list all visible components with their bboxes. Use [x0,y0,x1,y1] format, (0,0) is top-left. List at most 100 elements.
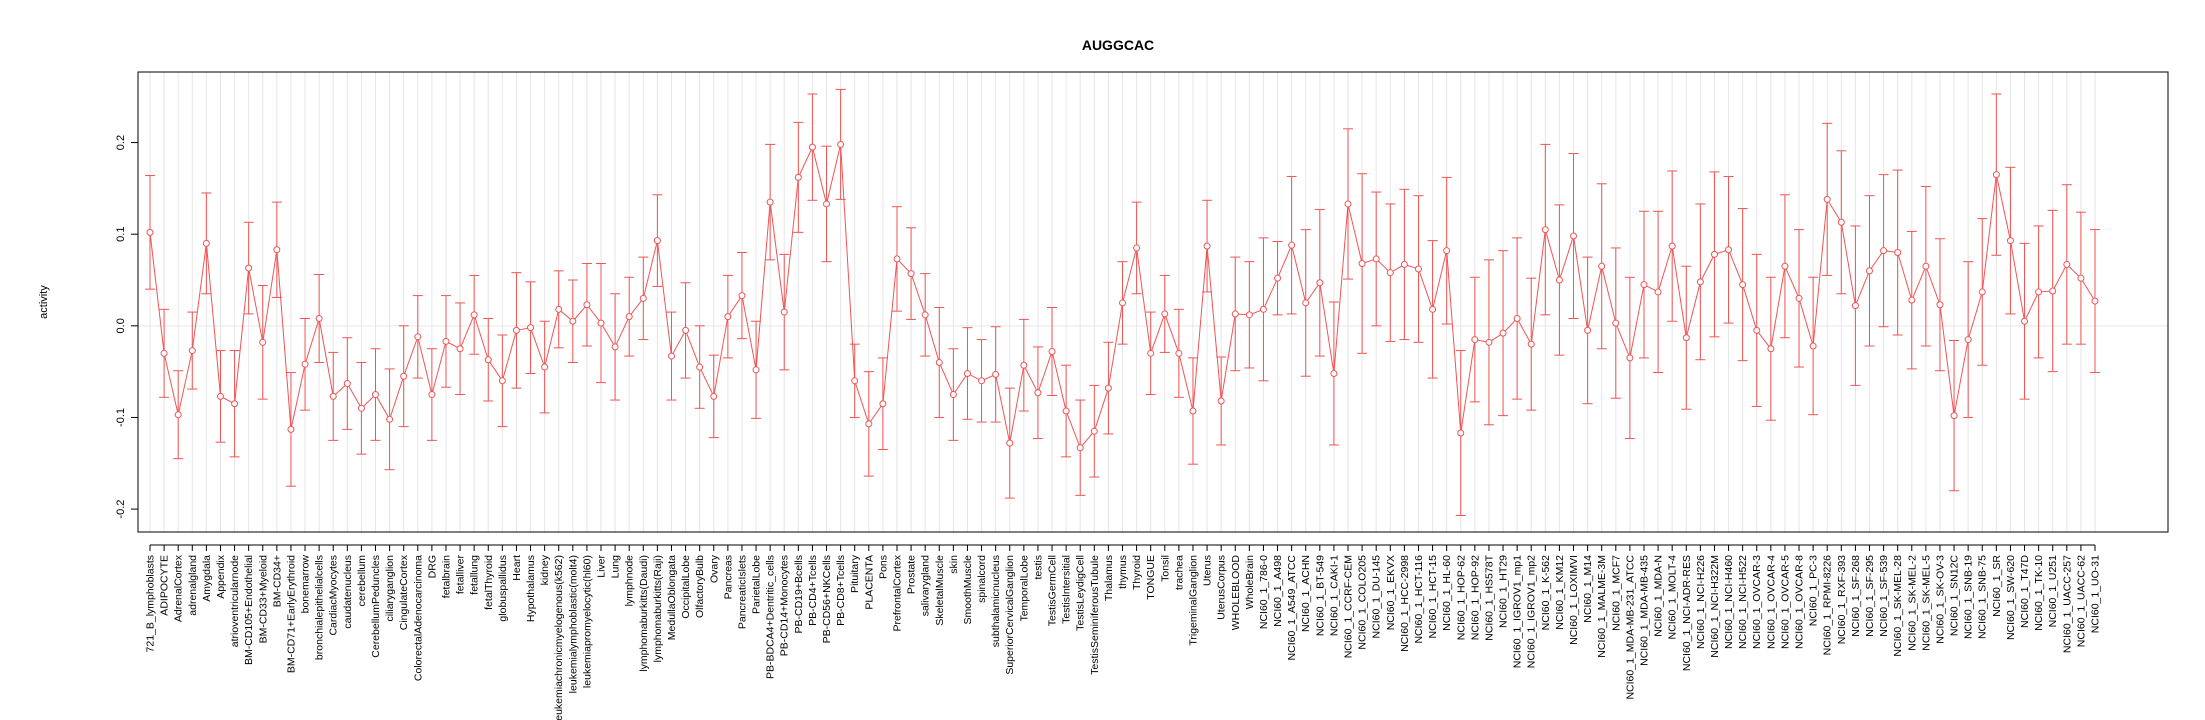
data-point [2021,317,2029,325]
x-tick-label: lymphnode [624,555,636,607]
data-point [498,377,506,385]
data-point [949,391,957,399]
data-point [1541,226,1549,234]
data-point [1316,279,1324,287]
data-point [357,404,365,412]
x-tick-label: globuspallidus [497,555,509,622]
x-tick-label: Appendix [215,554,227,599]
x-tick-label: NCI60_1_MDA-MB-435 [1638,555,1650,666]
data-point [1443,247,1451,255]
x-tick-label: BM-CD105+Endothelial [243,555,255,665]
x-tick-label: NCI60_1_A498 [1272,555,1284,627]
data-point [1133,244,1141,252]
x-tick-label: NCI60_1_SW-620 [2005,555,2017,640]
data-point [682,326,690,334]
data-point [1654,288,1662,296]
x-tick-label: Hypothalamus [525,555,537,622]
data-point [1302,299,1310,307]
x-tick-label: Pancreas [722,555,734,599]
x-tick-label: Heart [511,555,523,581]
x-tick-label: Tonsil [1159,555,1171,582]
y-tick-label: 0.0 [115,318,127,333]
x-tick-label: NCI60_1_M14 [1582,555,1594,623]
x-tick-label: Amygdala [201,555,213,602]
x-tick-label: WholeBrain [1244,555,1256,609]
data-point [724,313,732,321]
data-point [1499,329,1507,337]
data-point [907,270,915,278]
data-point [1161,310,1169,318]
data-point [428,391,436,399]
x-tick-label: NCI60_1_UACC-257 [2061,555,2073,653]
x-tick-label: NCI60_1_SK-MEL-5 [1920,555,1932,651]
data-point [851,377,859,385]
x-tick-label: NCI60_1_TK-10 [2033,555,2045,631]
data-point [1372,255,1380,263]
data-point [893,255,901,263]
data-point [1922,262,1930,270]
x-tick-label: fetallung [469,555,481,595]
x-tick-label: NCI60_1_SNB-75 [1977,555,1989,639]
x-tick-label: NCI60_1_HL-60 [1441,555,1453,631]
data-point [1062,407,1070,415]
x-tick-label: fetalThyroid [483,555,495,610]
x-tick-label: NCI60_1_ACHN [1300,555,1312,632]
x-tick-label: NCI60_1_MALME-3M [1596,555,1608,658]
data-point [541,363,549,371]
data-point [1570,232,1578,240]
data-point [527,324,535,332]
data-point [583,301,591,309]
data-point [1358,260,1366,268]
data-point [808,143,816,151]
x-tick-label: AdrenalCortex [173,554,185,622]
x-tick-label: NCI60_1_K-562 [1540,555,1552,630]
data-point [653,237,661,245]
x-tick-label: NCI60_1_CAKI-1 [1328,555,1340,636]
data-point [160,349,168,357]
data-point [1781,262,1789,270]
x-tick-label: Lung [610,555,622,579]
x-tick-label: NCI60_1_786-0 [1258,555,1270,629]
x-tick-label: Thalamus [1103,555,1115,601]
x-tick-label: NCI60_1_HOP-92 [1469,555,1481,640]
data-point [1414,265,1422,273]
x-tick-label: NCI60_1_T47D [2019,555,2031,628]
x-tick-label: NCI60_1_EKVX [1385,555,1397,630]
data-point [1457,429,1465,437]
x-tick-label: NCI60_1_NCI-ADR-RES [1681,555,1693,671]
data-point [1429,305,1437,313]
data-point [512,326,520,334]
x-tick-label: PLACENTA [863,555,875,610]
x-tick-label: NCI60_1_RXF-393 [1836,555,1848,644]
x-tick-label: NCI60_1_U251 [2047,555,2059,628]
data-point [216,392,224,400]
x-tick-label: BM-CD34+ [271,555,283,607]
data-point [414,333,422,341]
data-point [667,352,675,360]
data-point [1767,345,1775,353]
x-tick-label: CerebellumPeduncles [370,555,382,658]
grid [138,72,2168,532]
data-point [2077,274,2085,282]
data-point [837,140,845,148]
x-tick-label: CardiacMyocytes [328,555,340,636]
data-point [1809,342,1817,350]
x-tick-label: CingulateCortex [398,554,410,630]
x-tick-label: NCI60_1_HCT-15 [1427,555,1439,639]
data-point [1104,384,1112,392]
x-tick-label: DRG [426,555,438,578]
data-point [1964,336,1972,344]
x-tick-label: NCI60_1_SK-MEL-28 [1892,555,1904,657]
data-point [1203,242,1211,250]
x-tick-label: adrenalgland [187,555,199,616]
data-point [231,400,239,408]
data-point [273,246,281,254]
x-tick-label: TestisLeydigCell [1075,555,1087,631]
data-point [259,338,267,346]
x-tick-label: NCI60_1_UO-31 [2090,555,2102,633]
x-tick-label: PB-CD56+NKCells [821,555,833,643]
data-point [1400,260,1408,268]
data-point [1710,250,1718,258]
x-tick-label: Prostate [906,555,918,594]
